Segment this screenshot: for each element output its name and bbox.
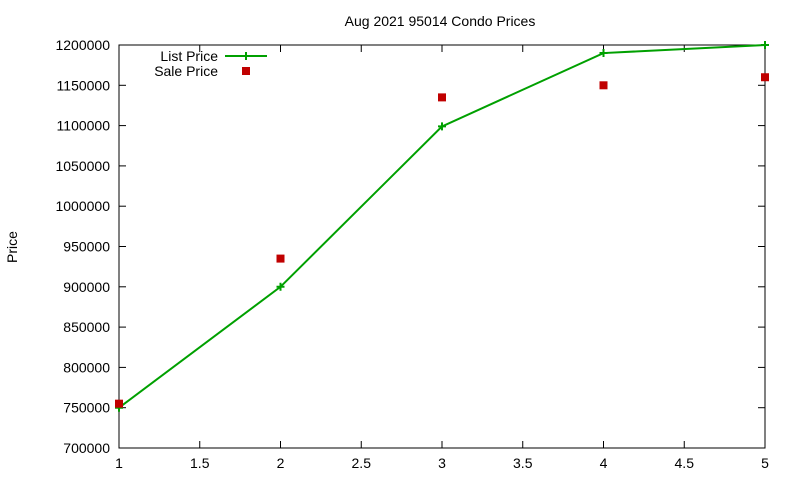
sale-price-point [761, 73, 769, 82]
x-tick-label: 3.5 [513, 455, 533, 471]
y-tick-label: 1200000 [55, 37, 110, 53]
y-tick-label: 1150000 [57, 77, 111, 93]
ticks: 1 1.5 2 2.5 3 3.5 4 4.5 5 700000 750000 800000 85000… [55, 37, 769, 471]
y-tick-label: 850000 [63, 319, 110, 335]
sale-price-point [599, 81, 608, 90]
y-tick-label: 950000 [63, 239, 110, 255]
x-tick-label: 2.5 [352, 455, 372, 471]
y-axis-label: Price [4, 231, 20, 263]
list-price-point [276, 282, 285, 291]
x-tick-label: 3 [438, 455, 446, 471]
x-tick-label: 5 [761, 455, 769, 471]
y-tick-label: 1000000 [55, 198, 110, 214]
axes [118, 44, 766, 449]
sale-price-point [438, 93, 446, 102]
legend-label-sale-price: Sale Price [154, 63, 218, 79]
plot-area [115, 41, 769, 412]
y-tick-label: 800000 [63, 359, 110, 375]
y-tick-label: 900000 [63, 279, 110, 295]
list-price-point [599, 49, 608, 58]
y-tick-label: 700000 [63, 440, 110, 456]
list-price-point [761, 41, 769, 49]
x-tick-label: 1.5 [190, 455, 210, 471]
sale-price-point [276, 254, 285, 263]
list-price-point [438, 122, 446, 131]
y-tick-label: 1100000 [57, 118, 111, 134]
x-tick-label: 4 [600, 455, 608, 471]
x-tick-label: 1 [115, 455, 123, 471]
y-tick-label: 750000 [63, 400, 110, 416]
legend-label-list-price: List Price [160, 48, 218, 64]
chart-title: Aug 2021 95014 Condo Prices [345, 13, 536, 29]
y-tick-label: 1050000 [55, 158, 110, 174]
legend-marker-list-price [242, 52, 250, 60]
sale-price-point [115, 399, 123, 408]
x-tick-label: 2 [277, 455, 285, 471]
x-tick-label: 4.5 [675, 455, 695, 471]
legend-swatch-sale-price [242, 67, 250, 75]
plot-border [118, 44, 766, 449]
